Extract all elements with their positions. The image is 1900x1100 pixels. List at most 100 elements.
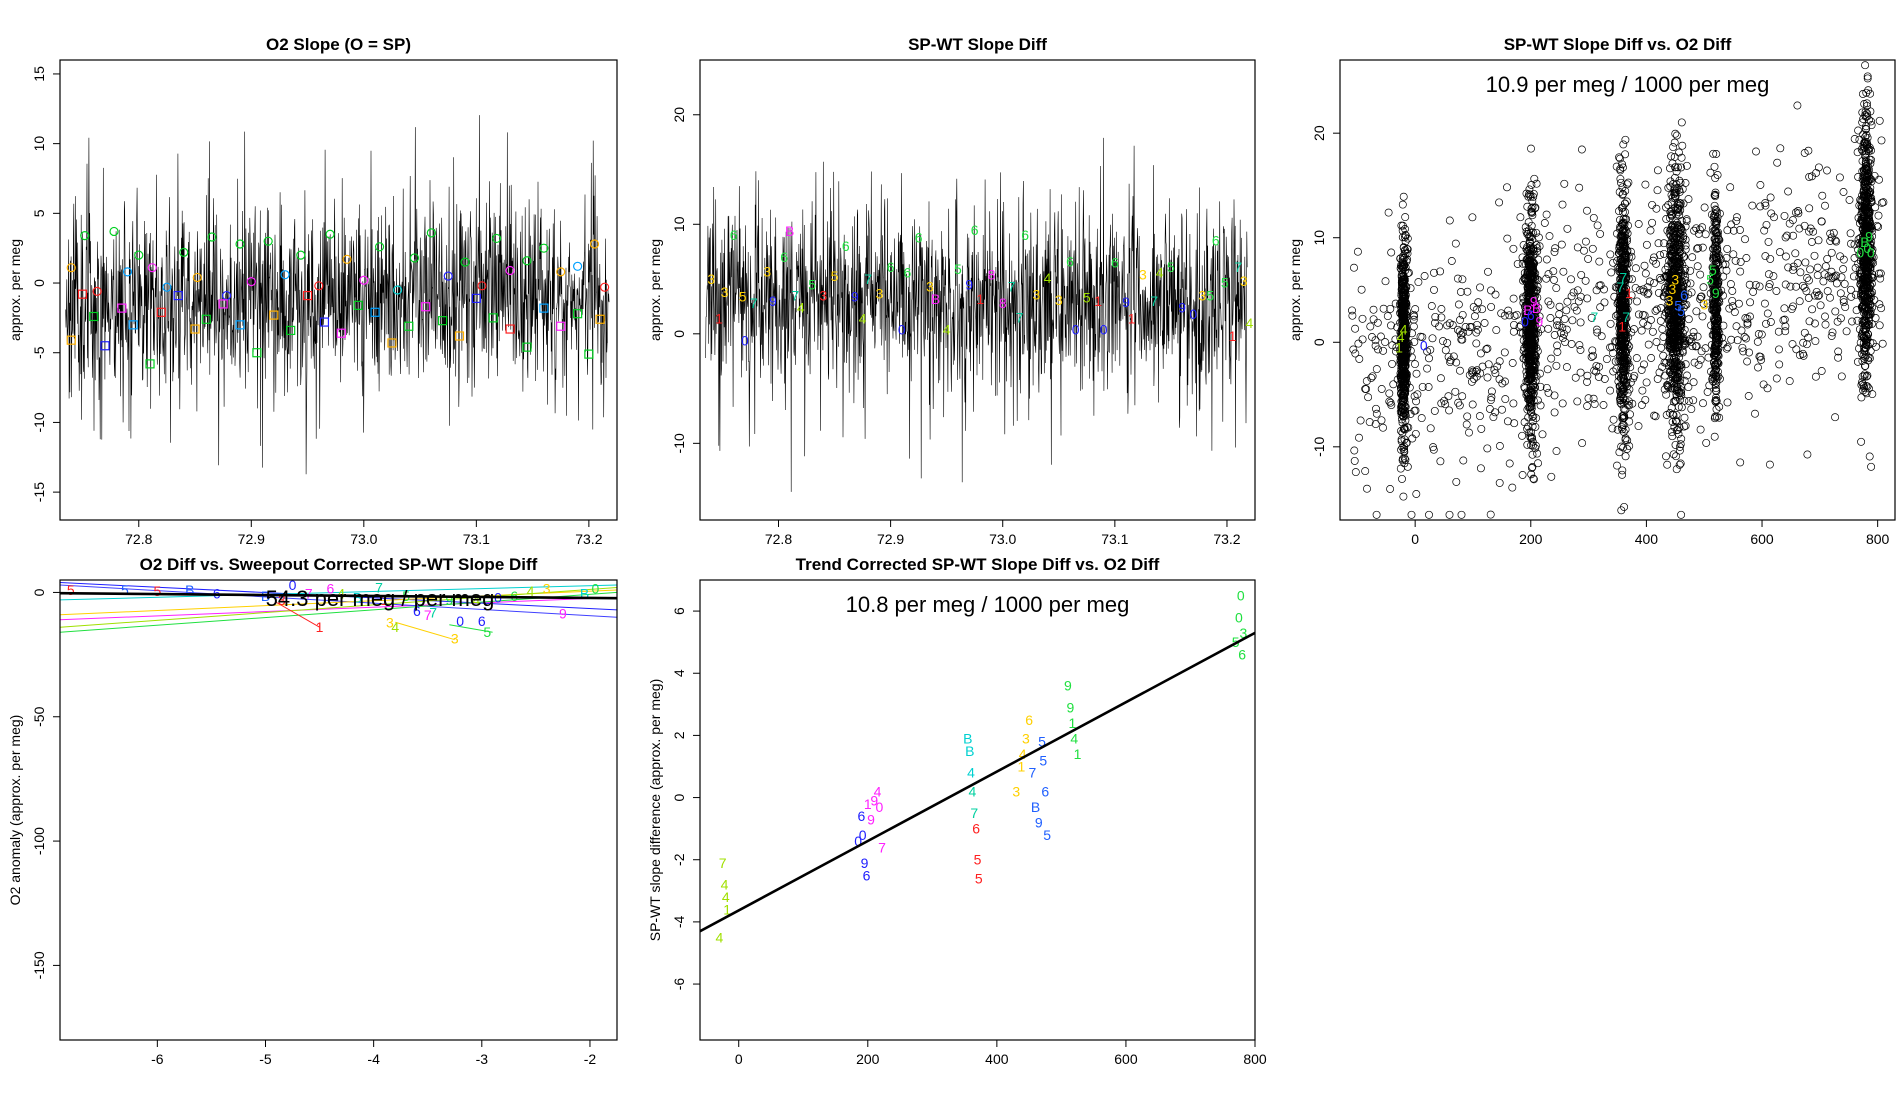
scatter-point	[1401, 231, 1410, 240]
square-marker	[145, 359, 155, 369]
scatter-point	[1429, 443, 1438, 452]
point-label: 9	[867, 811, 875, 827]
scatter-point	[1847, 292, 1856, 301]
square-marker	[454, 331, 465, 341]
scatter-point	[1683, 371, 1691, 380]
scatter-point	[1781, 322, 1790, 331]
scatter-point	[1518, 431, 1527, 440]
square-marker	[89, 311, 99, 322]
scatter-point	[1401, 376, 1410, 385]
circle-marker	[122, 267, 133, 277]
scatter-point	[1379, 423, 1387, 432]
scatter-point	[1618, 414, 1627, 423]
scatter-point	[1521, 223, 1530, 232]
scatter-point	[1754, 363, 1762, 372]
scatter-point	[1401, 263, 1410, 272]
scatter-point	[1641, 269, 1650, 278]
scatter-point	[1530, 355, 1539, 364]
scatter-point	[1527, 181, 1536, 189]
scatter-point	[1399, 425, 1408, 434]
scatter-point	[1597, 332, 1606, 341]
y-tick-label: -5	[31, 346, 47, 359]
point-label: 6	[863, 867, 871, 883]
scatter-point	[1583, 402, 1592, 410]
scatter-point	[1559, 267, 1568, 276]
y-tick-label: 15	[31, 66, 47, 82]
scatter-point	[1851, 264, 1860, 272]
point-label: 5	[483, 624, 491, 640]
plot-frame-p4	[59, 579, 618, 1041]
scatter-point	[1468, 400, 1477, 409]
scatter-point	[1743, 357, 1752, 366]
scatter-point	[1399, 304, 1408, 313]
scatter-point	[1772, 287, 1781, 295]
point-label: 5	[1677, 303, 1685, 319]
scatter-point	[1361, 467, 1370, 476]
scatter-point	[1555, 310, 1564, 319]
scatter-point	[1819, 277, 1828, 286]
scatter-point	[1524, 305, 1532, 314]
scatter-point	[1875, 321, 1884, 330]
scatter-point	[1384, 208, 1393, 217]
scatter-point	[1765, 460, 1774, 469]
scatter-point	[1863, 72, 1872, 81]
scatter-point	[1682, 215, 1691, 224]
scatter-point	[1523, 247, 1532, 256]
scatter-point	[1814, 236, 1823, 245]
noise-trace	[705, 137, 1248, 492]
scatter-point	[1400, 233, 1409, 242]
scatter-point	[1355, 433, 1363, 442]
scatter-point	[1353, 247, 1362, 256]
axes-p4: O2 Diff vs. Sweepout Corrected SP-WT Slo…	[7, 555, 596, 1067]
scatter-point	[1381, 277, 1390, 286]
scatter-point	[1349, 345, 1358, 354]
point-label: 6	[972, 821, 980, 837]
scatter-point	[1470, 312, 1479, 321]
scatter-point	[1682, 217, 1691, 226]
scatter-point	[1532, 228, 1541, 237]
circle-marker	[66, 263, 76, 273]
scatter-point	[1616, 246, 1625, 255]
scatter-point	[1652, 338, 1661, 346]
point-label: 5	[808, 277, 816, 293]
scatter-point	[1857, 437, 1866, 446]
point-label: 5	[1083, 290, 1091, 306]
scatter-point	[1618, 412, 1627, 421]
scatter-point	[1528, 413, 1537, 422]
x-tick-label: 73.2	[1213, 531, 1240, 547]
scatter-point	[1397, 389, 1405, 398]
scatter-point	[1599, 401, 1608, 409]
scatter-point	[1542, 274, 1551, 283]
scatter-point	[1589, 394, 1598, 403]
scatter-point	[1619, 413, 1628, 422]
scatter-point	[1622, 197, 1631, 206]
scatter-point	[1791, 249, 1800, 258]
scatter-point	[1458, 392, 1467, 401]
point-label: 9	[1178, 300, 1186, 316]
scatter-point	[1476, 283, 1484, 292]
y-tick-label: 4	[671, 669, 687, 677]
scatter-point	[1401, 382, 1409, 390]
scatter-point	[1562, 363, 1571, 372]
scatter-point	[1525, 253, 1534, 262]
scatter-point	[1842, 327, 1851, 336]
point-label: 3	[543, 581, 551, 597]
scatter-point	[1538, 430, 1547, 439]
scatter-point	[1414, 278, 1423, 287]
scatter-point	[1354, 339, 1363, 348]
scatter-point	[1781, 280, 1790, 289]
scatter-point	[1376, 332, 1385, 341]
scatter-point	[1527, 470, 1536, 479]
scatter-point	[1400, 389, 1409, 398]
scatter-point	[1524, 315, 1533, 324]
x-tick-label: 200	[856, 1051, 880, 1067]
scatter-point	[1399, 391, 1408, 400]
scatter-point	[1596, 229, 1605, 238]
point-label: 6	[915, 229, 923, 245]
point-label: 5	[1167, 259, 1175, 275]
scatter-point	[1398, 428, 1407, 437]
scatter-point	[1871, 314, 1880, 322]
square-marker	[522, 342, 532, 352]
scatter-point	[1696, 355, 1705, 364]
scatter-point	[1637, 401, 1646, 409]
